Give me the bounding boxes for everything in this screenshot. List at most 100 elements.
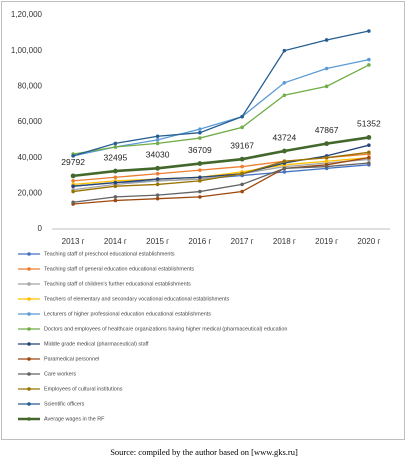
point xyxy=(70,173,76,179)
point xyxy=(155,141,160,146)
point xyxy=(324,38,329,42)
point xyxy=(367,57,371,62)
legend-marker xyxy=(27,342,31,346)
legend-marker xyxy=(27,252,31,256)
point xyxy=(71,184,75,188)
chart-frame xyxy=(1,1,405,440)
legend-marker xyxy=(27,372,31,376)
y-tick-label: 20,000 xyxy=(18,188,43,197)
point xyxy=(198,168,202,172)
point xyxy=(113,175,118,180)
point xyxy=(324,155,329,160)
point xyxy=(282,170,287,174)
legend-label: Teachers of elementary and secondary voc… xyxy=(44,296,229,302)
y-tick-label: 40,000 xyxy=(18,153,43,162)
point xyxy=(113,184,118,188)
point xyxy=(198,175,202,180)
legend-marker xyxy=(27,417,31,421)
point xyxy=(240,171,244,176)
legend-marker xyxy=(27,327,31,331)
legend-label: Care workers xyxy=(44,371,76,377)
point xyxy=(324,66,329,71)
legend-label: Teaching staff of children's further edu… xyxy=(44,281,191,287)
value-label: 47867 xyxy=(315,125,339,135)
value-label: 36709 xyxy=(188,145,212,155)
y-tick-label: 1,00,000 xyxy=(11,46,43,55)
legend-marker xyxy=(27,402,31,406)
y-tick-label: 80,000 xyxy=(18,81,43,90)
point xyxy=(367,150,371,155)
source-note: Source: compiled by the author based on … xyxy=(110,447,298,457)
x-tick-label: 2017 г xyxy=(231,237,254,246)
point xyxy=(324,164,329,169)
series-line xyxy=(73,157,369,186)
legend-marker xyxy=(27,312,31,316)
x-tick-label: 2015 г xyxy=(146,237,169,246)
point xyxy=(324,141,330,147)
point xyxy=(282,159,287,164)
legend-marker xyxy=(27,282,31,286)
point xyxy=(367,29,371,33)
point xyxy=(240,182,244,187)
point xyxy=(112,168,118,174)
series-line xyxy=(73,157,369,205)
point xyxy=(367,143,371,147)
point xyxy=(113,195,118,199)
value-label: 34030 xyxy=(146,150,170,160)
value-label: 51352 xyxy=(357,119,381,129)
value-label: 29792 xyxy=(61,157,85,167)
point xyxy=(282,80,287,85)
point xyxy=(198,195,202,199)
point xyxy=(240,114,244,119)
value-label: 43724 xyxy=(273,132,297,142)
series-line xyxy=(72,30,370,157)
series-line xyxy=(73,162,369,203)
point xyxy=(155,134,160,139)
x-tick-label: 2014 г xyxy=(104,237,127,246)
point xyxy=(155,177,160,181)
point xyxy=(198,130,202,135)
x-tick-label: 2013 г xyxy=(62,237,85,246)
series-line xyxy=(73,144,370,187)
legend-marker xyxy=(27,387,31,391)
series-line xyxy=(72,136,370,178)
point xyxy=(198,179,202,183)
x-tick-label: 2018 г xyxy=(273,237,296,246)
legend-label: Teaching staff of general education educ… xyxy=(44,266,194,272)
point xyxy=(324,84,329,89)
x-tick-label: 2019 г xyxy=(315,237,338,246)
point xyxy=(155,196,160,201)
point xyxy=(282,48,287,53)
point xyxy=(113,180,118,185)
y-tick-label: 0 xyxy=(38,224,43,233)
point xyxy=(198,127,202,131)
point xyxy=(198,136,202,140)
legend-label: Average wages in the RF xyxy=(44,416,105,422)
value-label: 32495 xyxy=(104,152,128,162)
point xyxy=(155,165,161,171)
point xyxy=(113,198,118,203)
legend-marker xyxy=(27,357,31,361)
point xyxy=(240,189,244,194)
x-tick-label: 2016 г xyxy=(188,237,211,246)
point xyxy=(366,135,372,140)
point xyxy=(282,166,287,171)
legend-label: Paramedical personnel xyxy=(44,356,99,362)
point xyxy=(367,155,371,160)
point xyxy=(155,193,160,197)
legend-label: Scientific officers xyxy=(44,401,85,407)
point xyxy=(367,63,371,67)
legend-label: Middle grade medical (pharmaceutical) st… xyxy=(44,341,149,347)
y-tick-label: 1,20,000 xyxy=(11,10,43,19)
point xyxy=(240,164,244,169)
legend-marker xyxy=(27,297,31,301)
legend-marker xyxy=(27,267,31,271)
series-line xyxy=(73,151,369,193)
point xyxy=(71,179,75,183)
point xyxy=(282,93,287,98)
value-label: 39167 xyxy=(230,140,254,150)
point xyxy=(155,182,160,187)
legend-label: Lecturers of higher professional educati… xyxy=(44,311,211,317)
legend-label: Employees of cultural institutions xyxy=(44,386,123,392)
